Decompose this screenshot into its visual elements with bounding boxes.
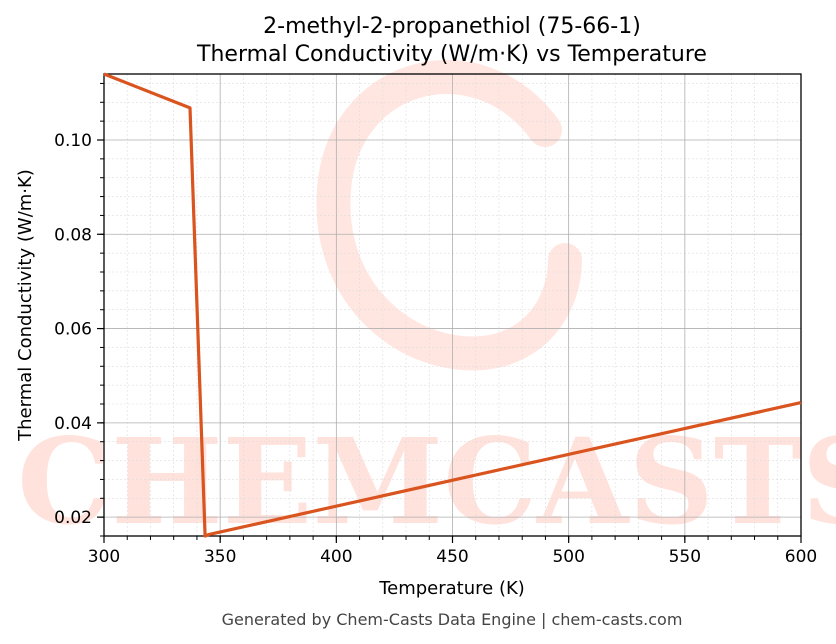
x-tick-label: 500 — [552, 547, 584, 567]
footer-text: Generated by Chem-Casts Data Engine | ch… — [222, 610, 683, 629]
x-tick-label: 550 — [669, 547, 701, 567]
y-tick-label: 0.10 — [54, 131, 92, 151]
series-layer — [103, 72, 802, 538]
x-tick-label: 450 — [436, 547, 468, 567]
y-tick-label: 0.02 — [54, 508, 92, 528]
x-tick-label: 600 — [785, 547, 817, 567]
x-axis-label: Temperature (K) — [378, 578, 525, 599]
watermark: CHEMCASTS — [17, 60, 836, 551]
series-line — [103, 72, 802, 538]
chart-title: 2-methyl-2-propanethiol (75-66-1) — [263, 14, 641, 39]
x-tick-label: 300 — [88, 547, 120, 567]
y-tick-label: 0.04 — [54, 414, 92, 434]
axis-ticks: 300 350 400 450 500 550 600 0.02 0.04 0.06 0.08 0.1… — [54, 82, 817, 567]
chart-subtitle: Thermal Conductivity (W/m·K) vs Temperat… — [196, 42, 707, 67]
x-tick-label: 400 — [320, 547, 352, 567]
y-tick-label: 0.06 — [54, 320, 92, 340]
watermark-text: CHEMCASTS — [17, 412, 836, 551]
y-tick-label: 0.08 — [54, 225, 92, 245]
x-tick-label: 350 — [204, 547, 236, 567]
y-axis-label: Thermal Conductivity (W/m·K) — [15, 169, 36, 442]
